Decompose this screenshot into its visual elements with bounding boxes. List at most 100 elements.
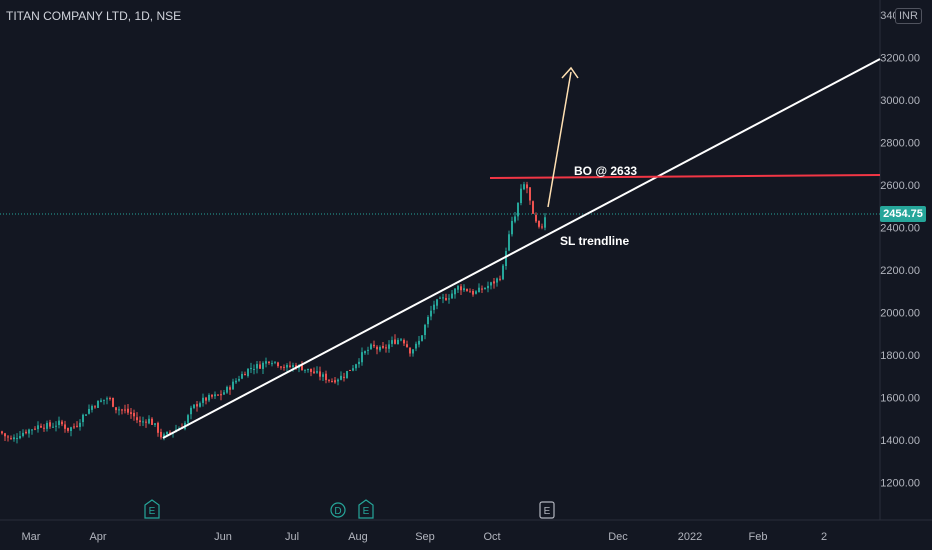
candle bbox=[109, 396, 111, 401]
y-tick-label: 3200.00 bbox=[880, 53, 920, 65]
y-tick-label: 1600.00 bbox=[880, 393, 920, 405]
candle bbox=[481, 285, 483, 294]
candle bbox=[499, 275, 501, 282]
candle bbox=[157, 421, 159, 437]
candle bbox=[463, 284, 465, 293]
candle bbox=[103, 399, 105, 405]
y-tick-label: 2800.00 bbox=[880, 138, 920, 150]
candle bbox=[16, 433, 18, 444]
candle bbox=[280, 365, 282, 370]
earnings-marker[interactable]: E bbox=[144, 499, 160, 519]
candle bbox=[223, 389, 225, 395]
candle bbox=[244, 371, 246, 376]
chart-title: TITAN COMPANY LTD, 1D, NSE bbox=[6, 9, 182, 23]
candle bbox=[514, 211, 516, 224]
candle bbox=[289, 361, 291, 369]
candle bbox=[136, 412, 138, 424]
candle bbox=[1, 430, 3, 435]
candle bbox=[541, 223, 543, 230]
candle bbox=[424, 323, 426, 340]
candle bbox=[391, 336, 393, 348]
bo-line[interactable] bbox=[489, 174, 881, 179]
candle bbox=[64, 420, 66, 433]
candle bbox=[34, 426, 36, 431]
candle bbox=[58, 416, 60, 429]
candle bbox=[367, 346, 369, 355]
y-tick-label: 2400.00 bbox=[880, 223, 920, 235]
candle bbox=[469, 288, 471, 293]
earnings-marker[interactable]: E bbox=[539, 501, 555, 519]
sl-trendline-label: SL trendline bbox=[560, 234, 630, 248]
candle bbox=[484, 287, 486, 290]
candle bbox=[361, 347, 363, 366]
svg-text:D: D bbox=[334, 506, 341, 517]
candle bbox=[61, 419, 63, 427]
candle bbox=[259, 361, 261, 370]
svg-text:E: E bbox=[544, 506, 551, 517]
candle bbox=[130, 408, 132, 419]
y-tick-label: 2600.00 bbox=[880, 180, 920, 192]
x-tick-label: Dec bbox=[608, 531, 628, 543]
y-tick-label: 1400.00 bbox=[880, 435, 920, 447]
candle bbox=[352, 364, 354, 372]
candle bbox=[454, 287, 456, 299]
x-tick-label: Feb bbox=[749, 531, 768, 543]
candle bbox=[37, 421, 39, 433]
candle bbox=[442, 293, 444, 304]
currency-button[interactable]: INR bbox=[895, 8, 922, 24]
candle bbox=[487, 281, 489, 293]
candle bbox=[115, 407, 117, 414]
x-tick-label: 2 bbox=[821, 531, 827, 543]
sl-trendline[interactable] bbox=[162, 58, 881, 439]
candle bbox=[79, 419, 81, 431]
candle bbox=[451, 289, 453, 299]
x-tick-label: Mar bbox=[22, 531, 41, 543]
candle bbox=[133, 409, 135, 421]
candle bbox=[523, 181, 525, 191]
candle bbox=[22, 429, 24, 438]
candle bbox=[100, 398, 102, 403]
x-tick-label: 2022 bbox=[678, 531, 702, 543]
candle bbox=[511, 216, 513, 237]
candle bbox=[466, 288, 468, 292]
candle bbox=[85, 414, 87, 416]
candle bbox=[238, 375, 240, 382]
candle bbox=[421, 335, 423, 342]
candle bbox=[232, 378, 234, 390]
candle bbox=[505, 247, 507, 270]
candle bbox=[415, 341, 417, 352]
candle bbox=[67, 427, 69, 433]
candle bbox=[19, 430, 21, 440]
candle bbox=[406, 340, 408, 348]
candle bbox=[148, 415, 150, 425]
candle bbox=[373, 340, 375, 349]
candle bbox=[346, 370, 348, 379]
candle bbox=[412, 349, 414, 357]
candle bbox=[112, 397, 114, 408]
candle bbox=[4, 432, 6, 441]
candle bbox=[208, 393, 210, 403]
candle bbox=[331, 378, 333, 383]
candle bbox=[433, 300, 435, 314]
earnings-marker[interactable]: E bbox=[358, 499, 374, 519]
dividend-marker[interactable]: D bbox=[330, 502, 346, 518]
candle bbox=[166, 431, 168, 436]
candle bbox=[508, 230, 510, 252]
candle bbox=[472, 289, 474, 297]
candle bbox=[496, 277, 498, 287]
candle bbox=[337, 378, 339, 386]
candle bbox=[382, 341, 384, 349]
candle bbox=[460, 284, 462, 296]
candle bbox=[544, 213, 546, 231]
candle bbox=[256, 361, 258, 374]
candle bbox=[46, 420, 48, 432]
candle bbox=[262, 361, 264, 375]
projection-arrow[interactable] bbox=[547, 71, 572, 208]
candle bbox=[385, 344, 387, 353]
candle bbox=[31, 429, 33, 435]
candle bbox=[388, 340, 390, 353]
candle bbox=[457, 284, 459, 294]
candle bbox=[211, 394, 213, 399]
